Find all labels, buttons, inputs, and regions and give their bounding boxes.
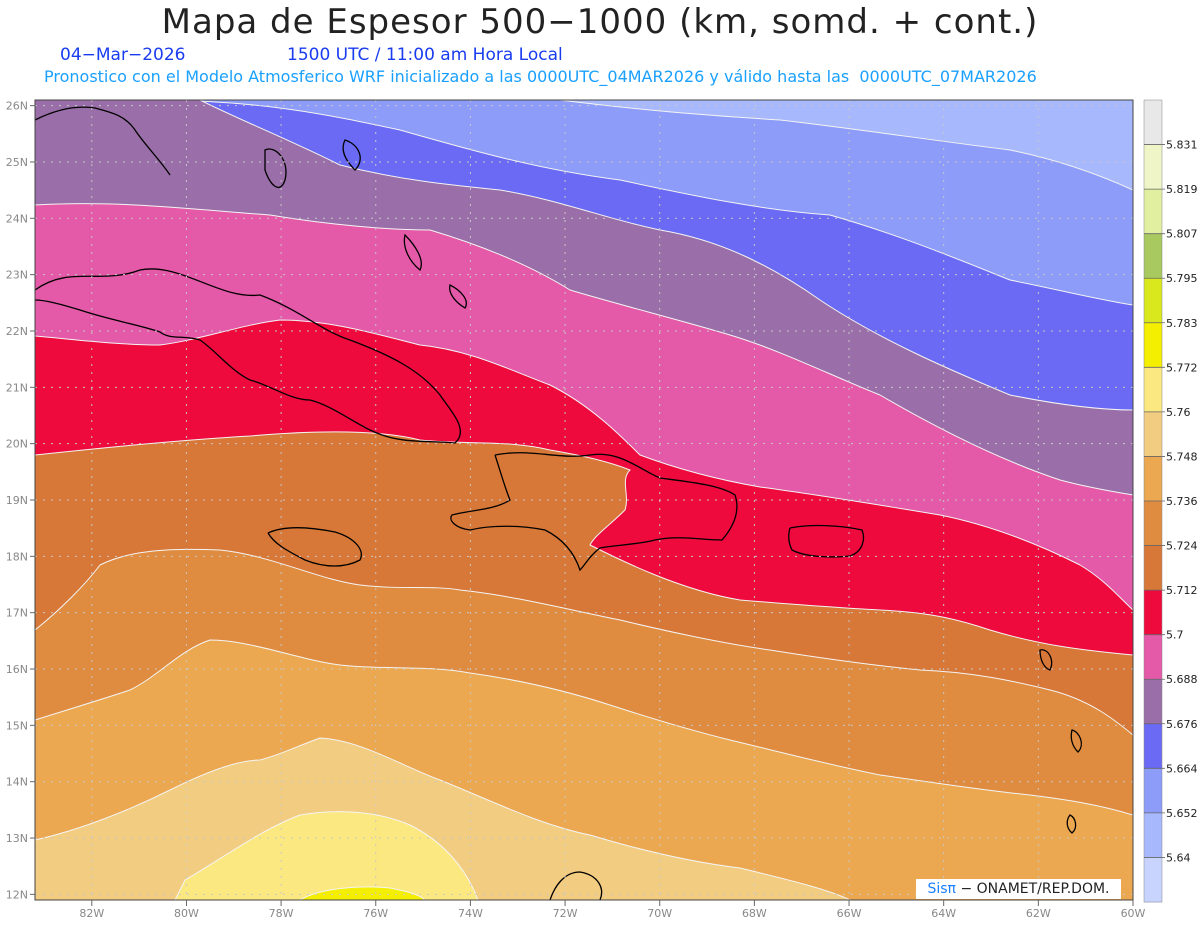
legend-swatch [1144, 100, 1162, 146]
longitude-label: 64W [931, 907, 956, 920]
sispi-logo: Sisπ [927, 881, 956, 897]
cuba-coastline [35, 268, 461, 444]
latitude-label: 17N [6, 607, 28, 620]
bahamas-3 [403, 233, 422, 272]
map-title: Mapa de Espesor 500−1000 (km, somd. + co… [161, 2, 1039, 42]
longitude-label: 62W [1026, 907, 1051, 920]
legend-label: 5.831 [1166, 139, 1198, 152]
legend-label: 5.772 [1166, 361, 1198, 374]
latitude-label: 13N [6, 832, 28, 845]
legend-label: 5.652 [1166, 807, 1198, 820]
legend-label: 5.676 [1166, 718, 1198, 731]
longitude-label: 72W [553, 907, 578, 920]
bahamas-1 [264, 148, 287, 189]
legend-label: 5.783 [1166, 317, 1198, 330]
forecast-time: 1500 UTC / 11:00 am Hora Local [287, 45, 563, 65]
legend-label: 5.7 [1166, 629, 1184, 642]
legend-label: 5.688 [1166, 673, 1198, 686]
latitude-label: 20N [6, 438, 28, 451]
legend-swatch [1144, 634, 1162, 680]
graticule [35, 100, 1134, 900]
longitude-label: 78W [269, 907, 294, 920]
longitude-label: 70W [647, 907, 672, 920]
legend-label: 5.748 [1166, 450, 1198, 463]
latitude-label: 24N [6, 212, 28, 225]
legend-label: 5.736 [1166, 495, 1198, 508]
latitude-label: 25N [6, 156, 28, 169]
bahamas-4 [449, 284, 467, 309]
credit-text: − ONAMET/REP.DOM. [960, 881, 1110, 897]
longitude-label: 60W [1121, 907, 1146, 920]
latitude-label: 22N [6, 325, 28, 338]
longitude-label: 74W [458, 907, 483, 920]
legend-swatch [1144, 278, 1162, 324]
legend-swatch [1144, 367, 1162, 413]
hispaniola-coastline [450, 452, 738, 572]
longitude-label: 66W [837, 907, 862, 920]
latitude-label: 12N [6, 888, 28, 901]
legend-label: 5.807 [1166, 228, 1198, 241]
legend-swatch [1144, 723, 1162, 769]
latitude-label: 14N [6, 776, 28, 789]
legend-swatch [1144, 501, 1162, 547]
thickness-bands [35, 100, 1133, 900]
latitude-label: 18N [6, 550, 28, 563]
south-america-coast [549, 871, 603, 900]
coastlines [35, 106, 1082, 900]
latitude-label: 23N [6, 269, 28, 282]
legend-swatch [1144, 679, 1162, 725]
bahamas-2 [342, 139, 361, 171]
latitude-axis: 26N 25N 24N 23N 22N 21N 20N 19N 18N 17N 16N 15N 14N 1… [6, 100, 35, 901]
latitude-label: 15N [6, 719, 28, 732]
lesser-antilles-2 [1070, 729, 1082, 753]
legend-label: 5.724 [1166, 540, 1198, 553]
latitude-label: 26N [6, 100, 28, 113]
legend-swatch [1144, 590, 1162, 636]
longitude-label: 82W [79, 907, 104, 920]
latitude-label: 16N [6, 663, 28, 676]
florida-coastline [35, 106, 171, 176]
legend-swatch [1144, 812, 1162, 858]
longitude-label: 80W [174, 907, 199, 920]
longitude-label: 76W [363, 907, 388, 920]
legend-label: 5.64 [1166, 851, 1191, 864]
jamaica-coastline [267, 526, 362, 567]
legend-swatch [1144, 233, 1162, 279]
lesser-antilles-1 [1039, 649, 1053, 671]
color-legend: 5.831 5.819 5.807 5.795 5.783 5.772 5.76 5.748 5… [1143, 99, 1198, 903]
legend-swatch [1144, 545, 1162, 591]
legend-label: 5.76 [1166, 406, 1191, 419]
model-description: Pronostico con el Modelo Atmosferico WRF… [44, 67, 1037, 86]
longitude-label: 68W [742, 907, 767, 920]
lesser-antilles-3 [1066, 814, 1077, 834]
thickness-band [174, 811, 479, 900]
longitude-axis: 82W 80W 78W 76W 74W 72W 70W 68W 66W 64W 62W 60W [79, 900, 1146, 920]
puerto-rico-coastline [788, 524, 865, 558]
latitude-label: 19N [6, 494, 28, 507]
legend-swatch [1144, 189, 1162, 235]
legend-label: 5.795 [1166, 272, 1198, 285]
credit-box: Sisπ − ONAMET/REP.DOM. [916, 879, 1121, 899]
legend-label: 5.819 [1166, 183, 1198, 196]
legend-swatch [1144, 456, 1162, 502]
thickness-band [299, 886, 426, 900]
latitude-label: 21N [6, 381, 28, 394]
legend-swatch [1144, 857, 1162, 903]
legend-label: 5.664 [1166, 762, 1198, 775]
legend-swatch [1144, 322, 1162, 368]
legend-swatch [1144, 144, 1162, 190]
legend-swatch [1144, 411, 1162, 457]
forecast-date: 04−Mar−2026 [60, 45, 186, 65]
legend-swatch [1144, 768, 1162, 814]
legend-label: 5.712 [1166, 584, 1198, 597]
